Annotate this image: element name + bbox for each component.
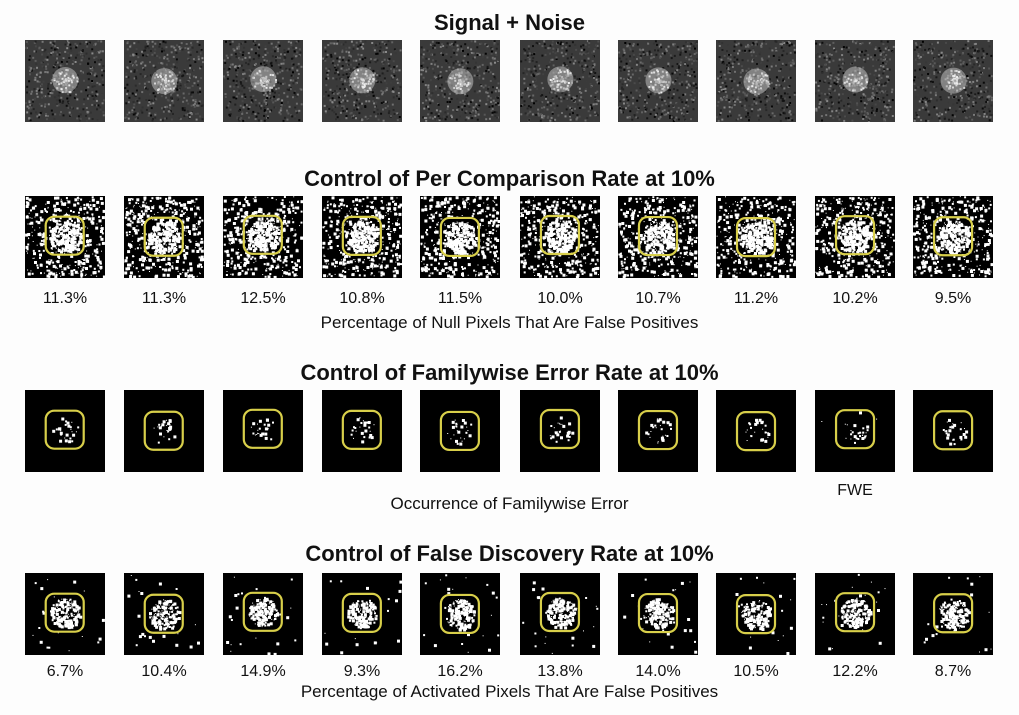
fwe-marker-label: FWE bbox=[837, 482, 873, 499]
signal-tile bbox=[716, 40, 796, 122]
signal-noise-title: Signal + Noise bbox=[434, 10, 585, 35]
signal-tile bbox=[322, 40, 402, 122]
fdr-tile bbox=[420, 573, 500, 655]
percentage-value: 10.8% bbox=[339, 290, 385, 307]
pcr-caption: Percentage of Null Pixels That Are False… bbox=[320, 313, 699, 332]
percentage-value: 12.2% bbox=[832, 663, 878, 680]
percentage-value: 8.7% bbox=[934, 663, 972, 680]
fdr-tile bbox=[815, 573, 895, 655]
fdr-title: Control of False Discovery Rate at 10% bbox=[305, 541, 714, 566]
fwe-tile bbox=[420, 390, 500, 472]
pcr-tile bbox=[815, 196, 895, 278]
fwe-caption: Occurrence of Familywise Error bbox=[390, 494, 629, 513]
percentage-value: 10.2% bbox=[832, 290, 878, 307]
percentage-value: 10.5% bbox=[733, 663, 779, 680]
percentage-value: 14.9% bbox=[240, 663, 286, 680]
signal-tile bbox=[25, 40, 105, 122]
percentage-value: 10.7% bbox=[635, 290, 681, 307]
fwe-tile bbox=[25, 390, 105, 472]
fwe-row bbox=[0, 390, 1019, 472]
fdr-tile bbox=[716, 573, 796, 655]
pcr-tile bbox=[520, 196, 600, 278]
fwe-tile bbox=[124, 390, 204, 472]
fdr-tile bbox=[520, 573, 600, 655]
pcr-percentages: 11.3% 11.3% 12.5% 10.8% 11.5% 10.0% 10.7% 11.2%… bbox=[0, 289, 1019, 309]
signal-tile bbox=[420, 40, 500, 122]
pcr-row bbox=[0, 196, 1019, 278]
fdr-tile bbox=[322, 573, 402, 655]
fwe-tile bbox=[815, 390, 895, 472]
percentage-value: 11.2% bbox=[733, 290, 779, 307]
fwe-tile bbox=[223, 390, 303, 472]
percentage-value: 14.0% bbox=[635, 663, 681, 680]
fdr-row bbox=[0, 573, 1019, 655]
signal-tile bbox=[124, 40, 204, 122]
fdr-tile bbox=[25, 573, 105, 655]
signal-tile bbox=[223, 40, 303, 122]
pcr-tile bbox=[322, 196, 402, 278]
fwe-title: Control of Familywise Error Rate at 10% bbox=[300, 360, 719, 385]
pcr-title: Control of Per Comparison Rate at 10% bbox=[304, 166, 715, 191]
pcr-tile bbox=[716, 196, 796, 278]
signal-tile bbox=[618, 40, 698, 122]
fdr-tile bbox=[223, 573, 303, 655]
pcr-tile bbox=[124, 196, 204, 278]
signal-tile bbox=[913, 40, 993, 122]
fdr-tile bbox=[913, 573, 993, 655]
percentage-value: 11.3% bbox=[141, 290, 187, 307]
fdr-percentages: 6.7% 10.4% 14.9% 9.3% 16.2% 13.8% 14.0% 10.5% 12… bbox=[0, 662, 1019, 682]
fwe-tile bbox=[322, 390, 402, 472]
percentage-value: 13.8% bbox=[537, 663, 583, 680]
signal-noise-row bbox=[0, 40, 1019, 122]
fwe-tile bbox=[716, 390, 796, 472]
percentage-value: 9.5% bbox=[934, 290, 972, 307]
percentage-value: 11.5% bbox=[437, 290, 483, 307]
fdr-caption: Percentage of Activated Pixels That Are … bbox=[300, 682, 719, 701]
percentage-value: 10.0% bbox=[537, 290, 583, 307]
pcr-tile bbox=[913, 196, 993, 278]
pcr-tile bbox=[420, 196, 500, 278]
percentage-value: 12.5% bbox=[240, 290, 286, 307]
percentage-value: 6.7% bbox=[46, 663, 84, 680]
pcr-tile bbox=[25, 196, 105, 278]
percentage-value: 11.3% bbox=[42, 290, 88, 307]
percentage-value: 10.4% bbox=[141, 663, 187, 680]
fdr-tile bbox=[618, 573, 698, 655]
fdr-tile bbox=[124, 573, 204, 655]
fwe-tile bbox=[913, 390, 993, 472]
signal-tile bbox=[520, 40, 600, 122]
fwe-tile bbox=[520, 390, 600, 472]
percentage-value: 16.2% bbox=[437, 663, 483, 680]
signal-tile bbox=[815, 40, 895, 122]
percentage-value: 9.3% bbox=[343, 663, 381, 680]
fwe-tile bbox=[618, 390, 698, 472]
pcr-tile bbox=[223, 196, 303, 278]
pcr-tile bbox=[618, 196, 698, 278]
